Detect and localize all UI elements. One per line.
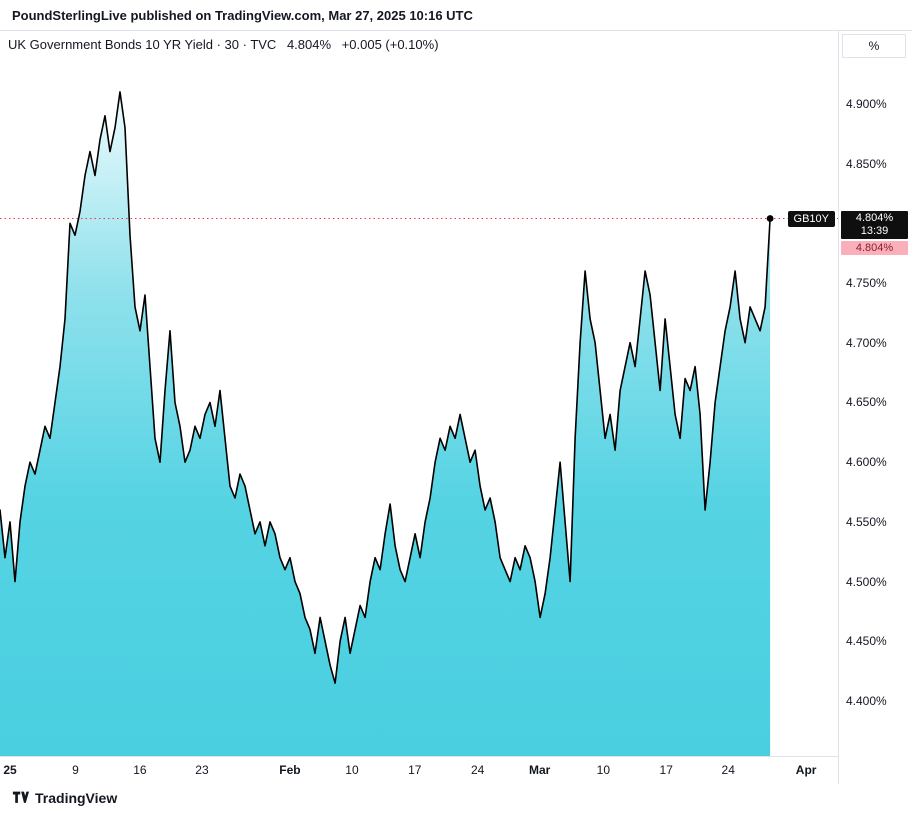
time-tick-label: 24 [470,763,485,777]
price-axis[interactable]: % 4.900%4.850%4.800%4.750%4.700%4.650%4.… [838,31,912,784]
price-tick-label: 4.600% [846,455,887,470]
price-tick-label: 4.450% [846,634,887,649]
last-price-value: 4.804% [855,211,894,224]
chart-legend: UK Government Bonds 10 YR Yield · 30 · T… [8,37,439,52]
time-tick-label: Feb [279,763,301,777]
time-tick-label: 24 [721,763,735,777]
last-price-value-legend: 4.804% [286,37,332,52]
time-tick-label: 10 [596,763,611,777]
priceline-symbol-badge: GB10Y [787,210,835,227]
price-tick-label: 4.750% [846,276,887,291]
time-tick-label: Mar [529,763,551,777]
time-tick-label: Apr [795,763,817,777]
price-tick-label: 4.850% [846,156,887,171]
time-tick-label: 23 [195,763,209,777]
time-tick-label: 9 [72,763,79,777]
price-tick-label: 4.700% [846,335,887,350]
time-tick-label: 17 [659,763,673,777]
percent-unit-box: % [842,34,906,58]
chart-widget: UK Government Bonds 10 YR Yield · 30 · T… [0,30,912,784]
time-tick-label: 16 [133,763,147,777]
time-tick-label: 25 [3,763,17,777]
price-tick-label: 4.550% [846,514,887,529]
last-price-time: 13:39 [860,224,889,237]
time-tick-label: 17 [408,763,422,777]
price-tick-label: 4.900% [846,96,887,111]
attribution-header: PoundSterlingLive published on TradingVi… [0,0,912,30]
price-tick-label: 4.400% [846,694,887,709]
attribution-text: PoundSterlingLive published on TradingVi… [12,7,473,23]
price-tick-label: 4.650% [846,395,887,410]
symbol-title: UK Government Bonds 10 YR Yield · 30 · T… [8,37,277,52]
tradingview-wordmark: TradingView [35,789,118,806]
last-price-badge: 4.804% 13:39 [841,210,908,239]
secondary-price-badge: 4.804% [841,240,908,255]
time-axis[interactable]: 25 9 16 23 Feb 10 17 24 Mar 10 17 24 Apr [0,756,838,784]
tradingview-logo-icon [12,791,29,803]
footer: TradingView [0,783,912,812]
price-tick-label: 4.500% [846,574,887,589]
chart-plot-area[interactable]: UK Government Bonds 10 YR Yield · 30 · T… [0,31,838,756]
time-tick-label: 10 [345,763,359,777]
price-change-legend: +0.005 (+0.10%) [341,37,439,52]
area-chart-canvas[interactable] [0,31,838,756]
